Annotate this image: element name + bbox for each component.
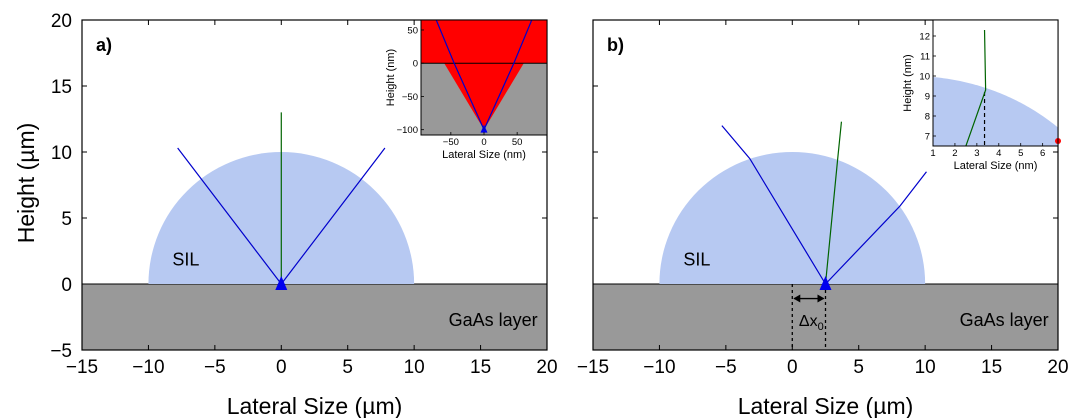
panel-label: b) bbox=[607, 35, 624, 55]
x-tick-label: −15 bbox=[577, 357, 609, 378]
inset-ray-0 bbox=[435, 20, 485, 130]
y-tick-label: 10 bbox=[51, 143, 72, 164]
x-tick-label: 20 bbox=[1047, 357, 1068, 378]
x-axis-label: Lateral Size (µm) bbox=[227, 393, 403, 418]
y-tick-label: 0 bbox=[61, 275, 72, 296]
inset-y-tick-label: −100 bbox=[397, 125, 418, 136]
inset-y-tick-label: 9 bbox=[925, 92, 930, 103]
x-tick-label: −10 bbox=[643, 357, 675, 378]
inset-y-tick-label: 12 bbox=[919, 32, 930, 43]
inset-x-axis-label: Lateral Size (nm) bbox=[442, 149, 526, 161]
x-tick-label: 10 bbox=[404, 357, 425, 378]
inset-y-tick-label: 50 bbox=[407, 25, 418, 36]
x-tick-label: 0 bbox=[276, 357, 287, 378]
inset-x-tick-label: 1 bbox=[930, 148, 935, 159]
inset-x-tick-label: 0 bbox=[481, 137, 486, 148]
inset-x-tick-label: 6 bbox=[1040, 148, 1045, 159]
emitter-marker bbox=[275, 276, 288, 290]
emitter-marker bbox=[819, 276, 832, 290]
inset-y-tick-label: 0 bbox=[413, 59, 418, 70]
displacement-arrowhead-left bbox=[793, 294, 801, 303]
displacement-arrowhead-right bbox=[817, 294, 825, 303]
y-tick-label: 5 bbox=[61, 209, 72, 230]
inset-plot-area bbox=[421, 20, 547, 135]
inset-x-tick-label: 3 bbox=[974, 148, 979, 159]
inset-cone bbox=[444, 63, 524, 130]
inset-y-axis-label: Height (nm) bbox=[385, 49, 397, 106]
inset-frame bbox=[932, 19, 1059, 147]
x-tick-label: 15 bbox=[470, 357, 491, 378]
inset-plot-area bbox=[933, 29, 1058, 146]
x-tick-label: −5 bbox=[204, 357, 226, 378]
displacement-subscript: 0 bbox=[818, 321, 824, 333]
sil-label: SIL bbox=[683, 250, 710, 270]
x-tick-label: 20 bbox=[536, 357, 557, 378]
x-tick-label: −15 bbox=[66, 357, 98, 378]
ray-0 bbox=[280, 147, 386, 285]
inset-ray-1 bbox=[483, 20, 533, 130]
inset-y-tick-label: 7 bbox=[925, 132, 930, 143]
sil-lens bbox=[659, 152, 926, 284]
inset-sil-region bbox=[933, 77, 1058, 146]
x-tick-label: −5 bbox=[715, 357, 737, 378]
plot-frame bbox=[592, 19, 1059, 351]
x-tick-label: 5 bbox=[342, 357, 353, 378]
ray-0 bbox=[721, 125, 827, 285]
y-tick-label: 15 bbox=[51, 77, 72, 98]
gaas-layer bbox=[82, 284, 547, 350]
inset-y-tick-label: 11 bbox=[920, 52, 930, 63]
plot-frame bbox=[81, 19, 548, 351]
inset-x-tick-label: −50 bbox=[443, 137, 459, 148]
ray-2 bbox=[824, 121, 843, 285]
ray-1 bbox=[825, 171, 927, 285]
figure-ylabel: Height (µm) bbox=[13, 123, 39, 244]
inset-x-tick-label: 50 bbox=[512, 137, 523, 148]
y-tick-label: −5 bbox=[50, 341, 72, 362]
inset-y-tick-label: 8 bbox=[925, 112, 930, 123]
x-axis-label: Lateral Size (µm) bbox=[738, 393, 914, 418]
x-tick-label: −10 bbox=[132, 357, 164, 378]
inset-x-axis-label: Lateral Size (nm) bbox=[954, 160, 1038, 172]
inset-ray-0 bbox=[965, 29, 987, 146]
panel-label: a) bbox=[96, 35, 112, 55]
inset-upper-region bbox=[421, 20, 547, 64]
inset-y-tick-label: 10 bbox=[919, 72, 930, 83]
gaas-label: GaAs layer bbox=[449, 310, 538, 330]
inset-y-axis-label: Height (nm) bbox=[902, 54, 914, 111]
ray-1 bbox=[177, 147, 282, 285]
displacement-label: Δx0 bbox=[799, 313, 824, 333]
x-tick-label: 15 bbox=[981, 357, 1002, 378]
gaas-label: GaAs layer bbox=[960, 310, 1049, 330]
plot-area: Δx0 bbox=[593, 121, 1058, 350]
x-tick-label: 5 bbox=[853, 357, 864, 378]
plot-area bbox=[82, 112, 547, 350]
x-tick-label: 10 bbox=[915, 357, 936, 378]
sil-label: SIL bbox=[172, 250, 199, 270]
inset-x-tick-label: 4 bbox=[996, 148, 1001, 159]
x-tick-label: 0 bbox=[787, 357, 798, 378]
inset-y-tick-label: −50 bbox=[402, 92, 418, 103]
y-tick-label: 20 bbox=[51, 11, 72, 32]
inset-x-tick-label: 2 bbox=[952, 148, 957, 159]
inset-x-tick-label: 5 bbox=[1018, 148, 1023, 159]
